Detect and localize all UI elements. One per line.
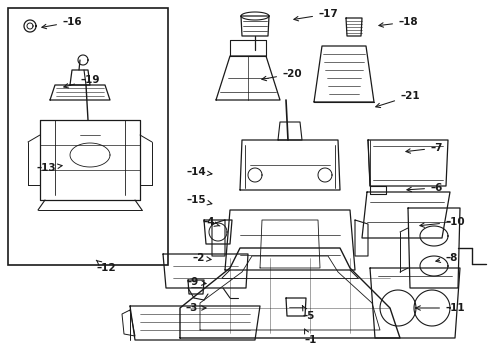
Text: –7: –7 [406, 143, 442, 153]
Text: –15: –15 [186, 195, 212, 205]
Text: –17: –17 [294, 9, 338, 21]
Text: –18: –18 [379, 17, 417, 27]
Text: –4: –4 [202, 217, 220, 227]
Text: –10: –10 [420, 217, 465, 228]
Text: –21: –21 [376, 91, 419, 108]
Text: –6: –6 [407, 183, 442, 193]
Text: –20: –20 [262, 69, 302, 81]
Text: –16: –16 [42, 17, 82, 29]
Text: –5: –5 [302, 306, 315, 321]
Text: –19: –19 [64, 75, 99, 88]
Text: –1: –1 [304, 329, 317, 345]
Text: –9: –9 [186, 277, 206, 287]
Text: –13: –13 [36, 163, 62, 173]
Text: –3: –3 [185, 303, 206, 313]
Text: –14: –14 [186, 167, 212, 177]
Text: –12: –12 [96, 260, 116, 273]
Text: –11: –11 [416, 303, 465, 313]
Text: –8: –8 [436, 253, 457, 263]
Text: –2: –2 [192, 253, 211, 263]
Bar [8, 8, 168, 265]
